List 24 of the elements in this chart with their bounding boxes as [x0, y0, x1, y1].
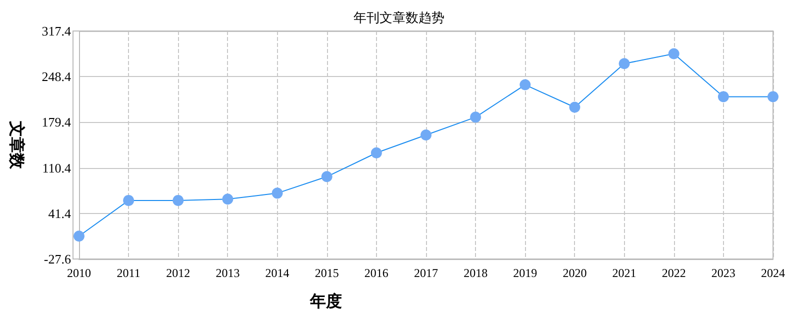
x-tick-label: 2018 [464, 266, 488, 280]
x-tick-label: 2024 [761, 266, 785, 280]
x-tick-label: 2023 [711, 266, 736, 280]
x-tick-label: 2012 [166, 266, 190, 280]
x-tick-label: 2022 [662, 266, 686, 280]
x-tick-label: 2020 [562, 266, 587, 280]
x-tick-label: 2017 [414, 266, 438, 280]
x-tick-label: 2010 [67, 266, 91, 280]
x-tick-label: 2015 [314, 266, 339, 280]
x-tick-label: 2019 [513, 266, 538, 280]
y-tick-label: -27.6 [44, 252, 72, 266]
y-tick-label: 110.4 [42, 160, 72, 176]
y-tick-label: 317.4 [42, 24, 72, 38]
chart-title: 年刊文章数趋势 [354, 10, 444, 25]
x-tick-label: 2013 [216, 266, 240, 280]
x-axis-title: 年度 [309, 292, 342, 310]
y-tick-label: 248.4 [42, 69, 72, 84]
y-axis-title: 文章数 [8, 120, 26, 170]
y-tick-label: 41.4 [48, 206, 72, 221]
x-tick-label: 2014 [265, 266, 290, 280]
y-tick-label: 179.4 [42, 114, 72, 130]
x-tick-label: 2021 [612, 266, 636, 280]
x-tick-label: 2011 [116, 266, 140, 280]
x-tick-label: 2016 [364, 266, 388, 280]
